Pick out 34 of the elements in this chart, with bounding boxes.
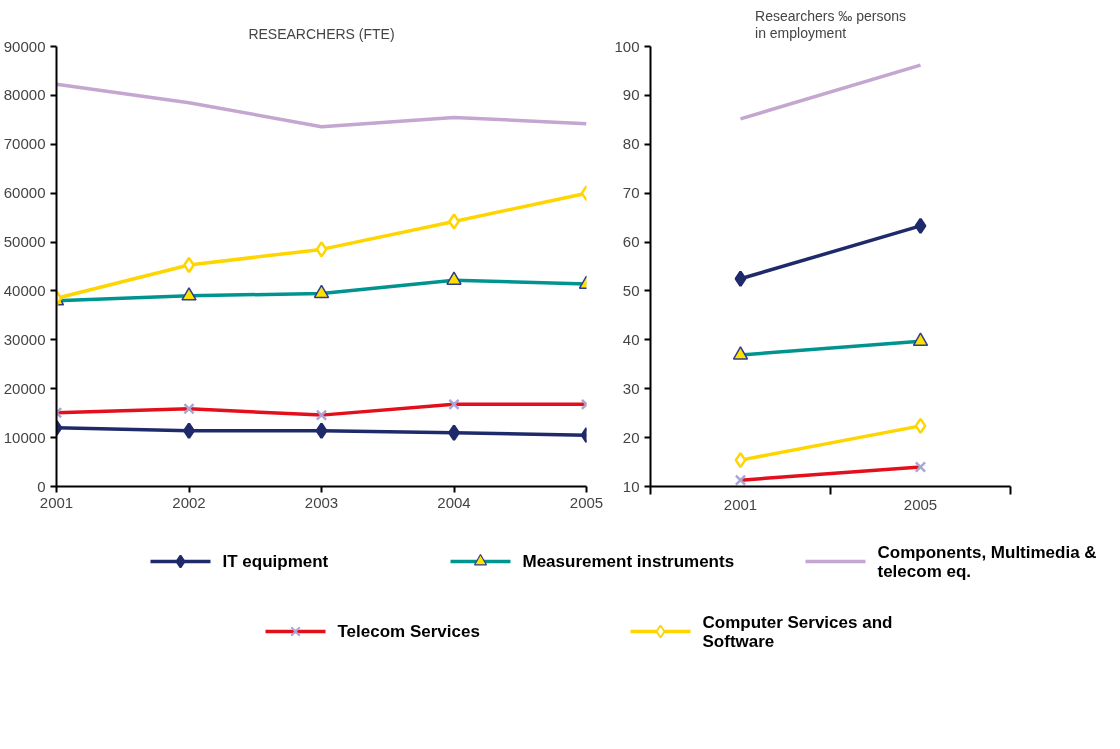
y-tick-label: 50: [622, 281, 640, 299]
legend-label: Computer Services and Software: [702, 612, 893, 651]
y-tick-label: 70000: [3, 135, 46, 153]
y-tick-label: 70: [622, 184, 640, 202]
y-tick-label: 40000: [3, 281, 46, 299]
y-tick-label: 30000: [3, 330, 46, 348]
x-tick-label: 2005: [569, 493, 604, 511]
y-tick-label: 100: [614, 37, 640, 55]
y-tick-label: 50000: [3, 233, 46, 251]
y-tick-label: 20000: [3, 379, 46, 397]
y-tick-label: 60: [622, 233, 640, 251]
legend-label: Measurement instruments: [522, 552, 735, 571]
y-tick-label: 30: [622, 379, 640, 397]
legend-label: IT equipment: [222, 552, 329, 571]
y-tick-label: 0: [37, 477, 46, 495]
legend-label: Components, Multimedia & telecom eq.: [877, 542, 1097, 581]
x-tick-label: 2001: [39, 493, 74, 511]
x-tick-label: 2004: [437, 493, 471, 511]
y-tick-label: 80: [622, 135, 640, 153]
x-tick-label: 2001: [723, 495, 758, 513]
y-tick-label: 90000: [3, 37, 46, 55]
y-tick-label: 10: [622, 477, 640, 495]
y-tick-label: 40: [622, 330, 640, 348]
y-tick-label: 80000: [3, 86, 46, 104]
y-tick-label: 20: [622, 428, 640, 446]
y-tick-label: 90: [622, 86, 640, 104]
x-tick-label: 2002: [172, 493, 206, 511]
y-tick-label: 10000: [3, 428, 46, 446]
chart-title: Researchers ‰ persons in employment: [755, 7, 906, 42]
y-tick-label: 60000: [3, 184, 46, 202]
x-tick-label: 2005: [903, 495, 938, 513]
x-tick-label: 2003: [304, 493, 339, 511]
chart-title: RESEARCHERS (FTE): [248, 25, 395, 42]
legend-label: Telecom Services: [337, 622, 480, 641]
